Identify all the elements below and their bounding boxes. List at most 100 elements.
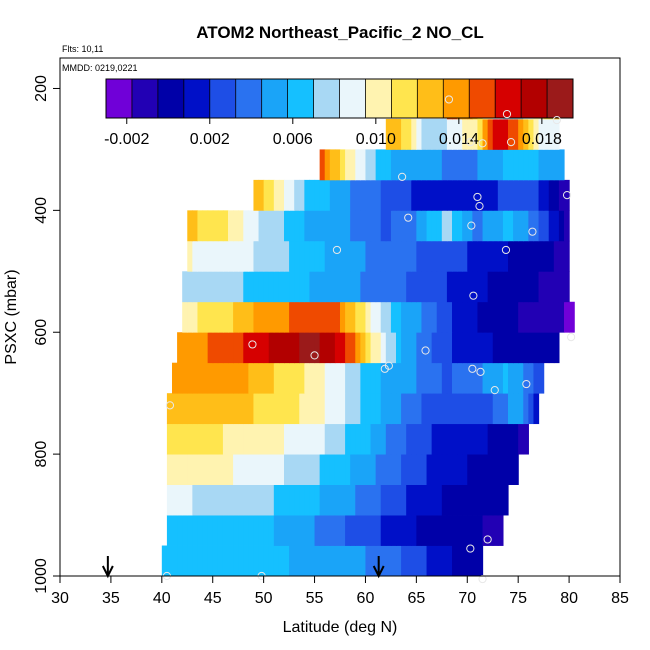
- heatmap-cell: [284, 301, 290, 333]
- heatmap-cell: [411, 515, 417, 546]
- heatmap-cell: [508, 240, 514, 272]
- heatmap-cell: [406, 484, 412, 516]
- colorbar-segment: [443, 79, 470, 118]
- heatmap-cell: [390, 149, 397, 181]
- heatmap-cell: [548, 118, 555, 150]
- heatmap-cell: [431, 454, 438, 485]
- heatmap-cell: [406, 149, 412, 181]
- heatmap-cell: [273, 393, 280, 425]
- heatmap-cell: [324, 301, 331, 333]
- heatmap-cell: [177, 423, 183, 455]
- heatmap-cell: [304, 454, 311, 485]
- heatmap-cell: [421, 149, 428, 181]
- heatmap-cell: [355, 393, 361, 425]
- heatmap-cell: [192, 271, 199, 303]
- heatmap-cell: [396, 484, 402, 516]
- heatmap-cell: [564, 179, 570, 211]
- heatmap-cell: [533, 149, 540, 181]
- heatmap-cell: [197, 393, 204, 425]
- heatmap-cell: [268, 393, 275, 425]
- heatmap-cell: [243, 240, 249, 272]
- heatmap-cell: [416, 454, 423, 485]
- heatmap-cell: [564, 301, 570, 333]
- heatmap-cell: [258, 179, 265, 211]
- heatmap-cell: [411, 332, 417, 364]
- heatmap-cell: [421, 118, 428, 150]
- heatmap-cell: [553, 240, 560, 272]
- heatmap-cell: [513, 179, 519, 211]
- heatmap-cell: [197, 210, 204, 242]
- heatmap-cell: [253, 393, 260, 425]
- heatmap-cell: [508, 393, 514, 425]
- heatmap-cell: [452, 484, 458, 516]
- sample-point: [567, 333, 576, 342]
- heatmap-cell: [508, 301, 514, 333]
- heatmap-cell: [360, 545, 367, 577]
- y-tick-label: 600: [33, 319, 50, 346]
- heatmap-cell: [467, 362, 473, 394]
- heatmap-cell: [284, 240, 290, 272]
- heatmap-cell: [360, 271, 367, 303]
- heatmap-cell: [238, 332, 244, 364]
- heatmap-cell: [355, 362, 361, 394]
- heatmap-cell: [472, 301, 479, 333]
- heatmap-cell: [299, 484, 305, 516]
- heatmap-cell: [258, 454, 265, 485]
- heatmap-cell: [401, 240, 407, 272]
- heatmap-cell: [446, 149, 453, 181]
- heatmap-cell: [278, 179, 285, 211]
- heatmap-cell: [518, 210, 524, 242]
- heatmap-cell: [222, 454, 229, 485]
- heatmap-cell: [350, 332, 356, 364]
- heatmap-cell: [222, 240, 229, 272]
- heatmap-cell: [268, 301, 275, 333]
- heatmap-cell: [436, 271, 443, 303]
- heatmap-cell: [467, 545, 473, 577]
- sample-point: [528, 227, 537, 236]
- heatmap-cell: [340, 454, 346, 485]
- heatmap-cell: [477, 149, 484, 181]
- heatmap-cell: [228, 301, 234, 333]
- heatmap-cell: [263, 362, 270, 394]
- sample-point: [478, 139, 487, 148]
- heatmap-cell: [355, 240, 361, 272]
- heatmap-cell: [380, 423, 387, 455]
- sample-point: [384, 361, 393, 370]
- heatmap-cell: [253, 423, 260, 455]
- heatmap-cell: [207, 515, 214, 546]
- heatmap-cell: [360, 210, 367, 242]
- heatmap-cell: [365, 210, 372, 242]
- heatmap-cell: [487, 332, 494, 364]
- heatmap-cell: [441, 332, 448, 364]
- heatmap-cell: [187, 484, 193, 516]
- heatmap-cell: [192, 301, 199, 333]
- heatmap-cell: [350, 149, 356, 181]
- heatmap-cell: [411, 149, 417, 181]
- heatmap-cell: [421, 240, 428, 272]
- heatmap-cell: [207, 332, 214, 364]
- heatmap-cell: [457, 545, 463, 577]
- heatmap-cell: [375, 179, 382, 211]
- heatmap-cell: [278, 240, 285, 272]
- heatmap-cell: [411, 118, 417, 150]
- heatmap-cell: [375, 454, 382, 485]
- heatmap-cell: [294, 484, 300, 516]
- heatmap-cell: [314, 179, 321, 211]
- heatmap-cell: [278, 454, 285, 485]
- heatmap-cell: [177, 515, 183, 546]
- heatmap-cell: [528, 332, 535, 364]
- heatmap-cell: [513, 240, 519, 272]
- heatmap-cell: [309, 210, 316, 242]
- heatmap-cell: [543, 210, 550, 242]
- heatmap-cell: [457, 454, 463, 485]
- heatmap-cell: [355, 515, 361, 546]
- heatmap-cell: [421, 545, 428, 577]
- heatmap-cell: [543, 271, 550, 303]
- heatmap-cell: [548, 240, 555, 272]
- heatmap-cell: [396, 454, 402, 485]
- heatmap-cell: [431, 484, 438, 516]
- heatmap-cell: [324, 423, 331, 455]
- heatmap-cell: [487, 210, 494, 242]
- heatmap-cell: [212, 332, 219, 364]
- heatmap-cell: [401, 423, 407, 455]
